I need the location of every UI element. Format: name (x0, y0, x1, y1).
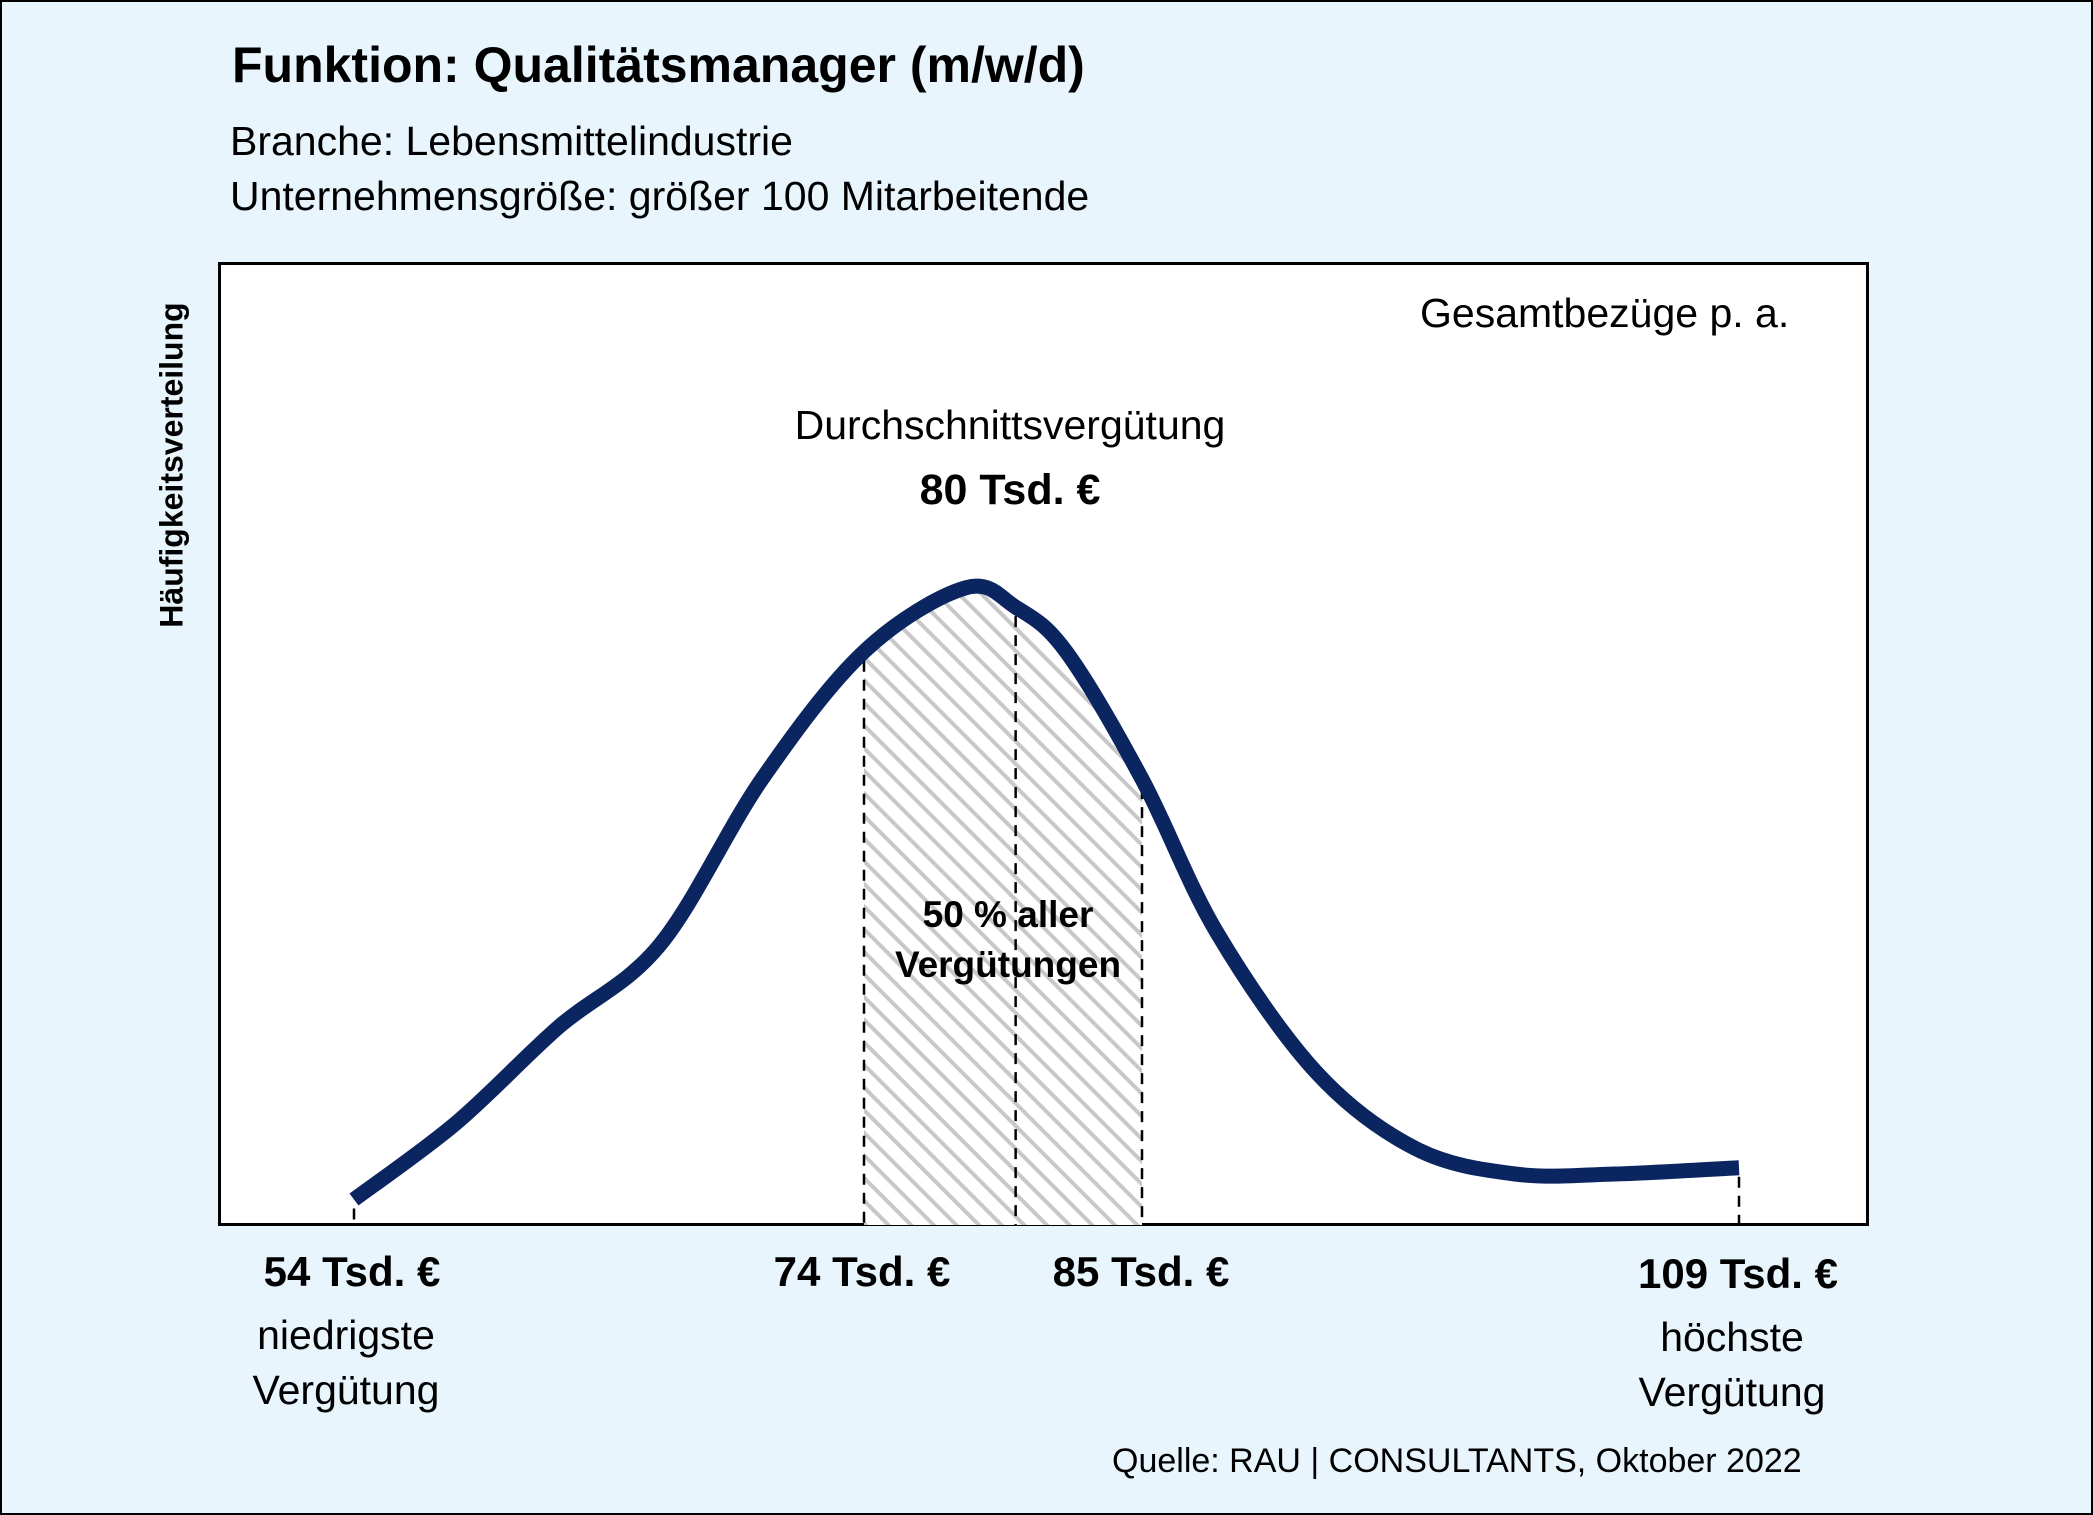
min-description-line2: Vergütung (252, 1367, 440, 1413)
source-note: Quelle: RAU | CONSULTANTS, Oktober 2022 (1112, 1442, 1802, 1480)
max-description-line2: Vergütung (1638, 1369, 1826, 1415)
chart-title: Funktion: Qualitätsmanager (m/w/d) (232, 37, 1085, 93)
interquartile-label: 50 % aller Vergütungen (895, 890, 1121, 990)
max-description: höchste Vergütung (1639, 1310, 1826, 1420)
max-value-label: 109 Tsd. € (1638, 1250, 1838, 1297)
q3-value-label: 85 Tsd. € (1052, 1248, 1230, 1295)
min-description: niedrigste Vergütung (253, 1308, 440, 1418)
q1-value-label: 74 Tsd. € (773, 1248, 951, 1295)
interquartile-label-line1: 50 % aller (922, 894, 1094, 935)
interquartile-shaded-area (864, 593, 1142, 1225)
average-value: 80 Tsd. € (919, 466, 1101, 514)
max-description-line1: höchste (1660, 1314, 1804, 1360)
distribution-curve (349, 578, 1740, 1206)
chart-subtitle-industry: Branche: Lebensmittelindustrie (230, 118, 793, 164)
average-label: Durchschnittsvergütung (794, 402, 1226, 448)
chart-subtitle-company-size: Unternehmensgröße: größer 100 Mitarbeite… (230, 173, 1090, 219)
interquartile-label-line2: Vergütungen (894, 944, 1122, 985)
min-description-line1: niedrigste (257, 1312, 435, 1358)
min-value-label: 54 Tsd. € (263, 1248, 441, 1295)
corner-label-total-compensation: Gesamtbezüge p. a. (1420, 290, 1790, 336)
